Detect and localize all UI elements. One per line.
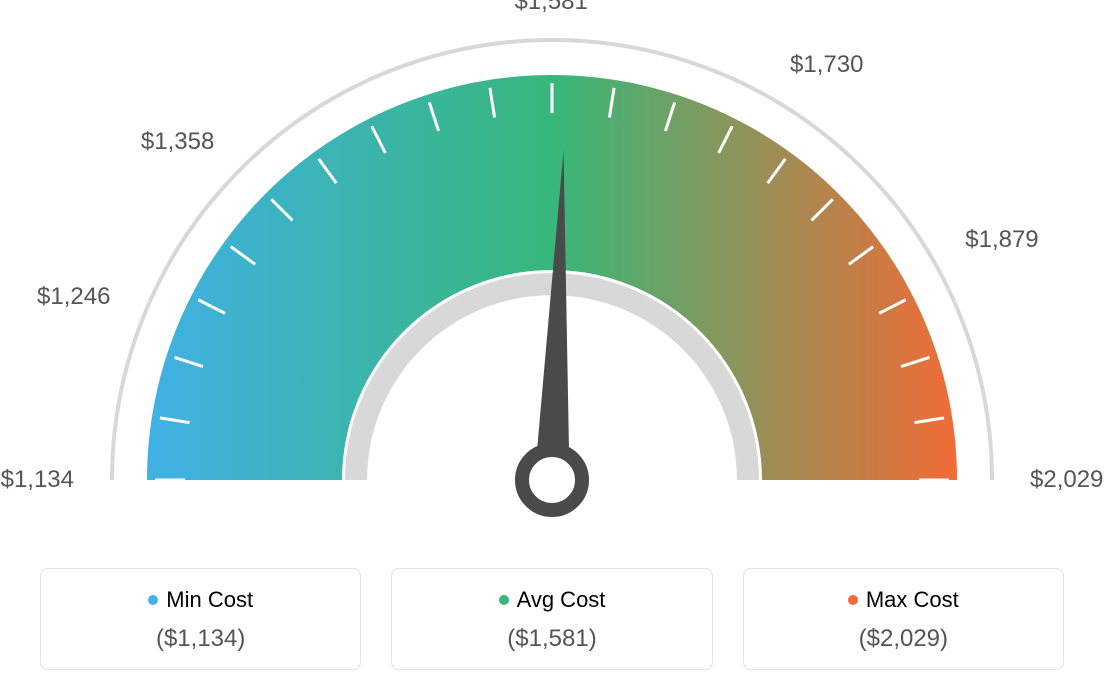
- gauge-svg: [0, 0, 1104, 560]
- gauge-group: [112, 40, 992, 510]
- needle-hub: [522, 450, 582, 510]
- cost-gauge-chart: $1,134 $1,246 $1,358 $1,581 $1,730 $1,879 $2,0…: [0, 0, 1104, 690]
- legend-card-min: Min Cost ($1,134): [40, 568, 361, 670]
- tick-label: $2,029: [1030, 466, 1103, 494]
- legend-value-avg: ($1,581): [402, 625, 701, 653]
- legend-card-avg: Avg Cost ($1,581): [391, 568, 712, 670]
- legend-label-max: Max Cost: [866, 587, 959, 613]
- legend-title-max: Max Cost: [754, 587, 1053, 613]
- tick-label: $1,581: [506, 0, 596, 16]
- dot-icon: [848, 595, 858, 605]
- tick-label: $1,879: [965, 226, 1038, 254]
- tick-label: $1,246: [20, 283, 110, 311]
- legend-value-max: ($2,029): [754, 625, 1053, 653]
- tick-label: $1,730: [790, 51, 863, 79]
- legend-row: Min Cost ($1,134) Avg Cost ($1,581) Max …: [40, 568, 1064, 670]
- dot-icon: [148, 595, 158, 605]
- gauge-area: $1,134 $1,246 $1,358 $1,581 $1,730 $1,879 $2,0…: [0, 0, 1104, 560]
- tick-label: $1,358: [124, 128, 214, 156]
- legend-label-min: Min Cost: [166, 587, 253, 613]
- legend-title-avg: Avg Cost: [402, 587, 701, 613]
- dot-icon: [499, 595, 509, 605]
- tick-label: $1,134: [0, 466, 74, 494]
- legend-label-avg: Avg Cost: [517, 587, 606, 613]
- legend-card-max: Max Cost ($2,029): [743, 568, 1064, 670]
- legend-value-min: ($1,134): [51, 625, 350, 653]
- legend-title-min: Min Cost: [51, 587, 350, 613]
